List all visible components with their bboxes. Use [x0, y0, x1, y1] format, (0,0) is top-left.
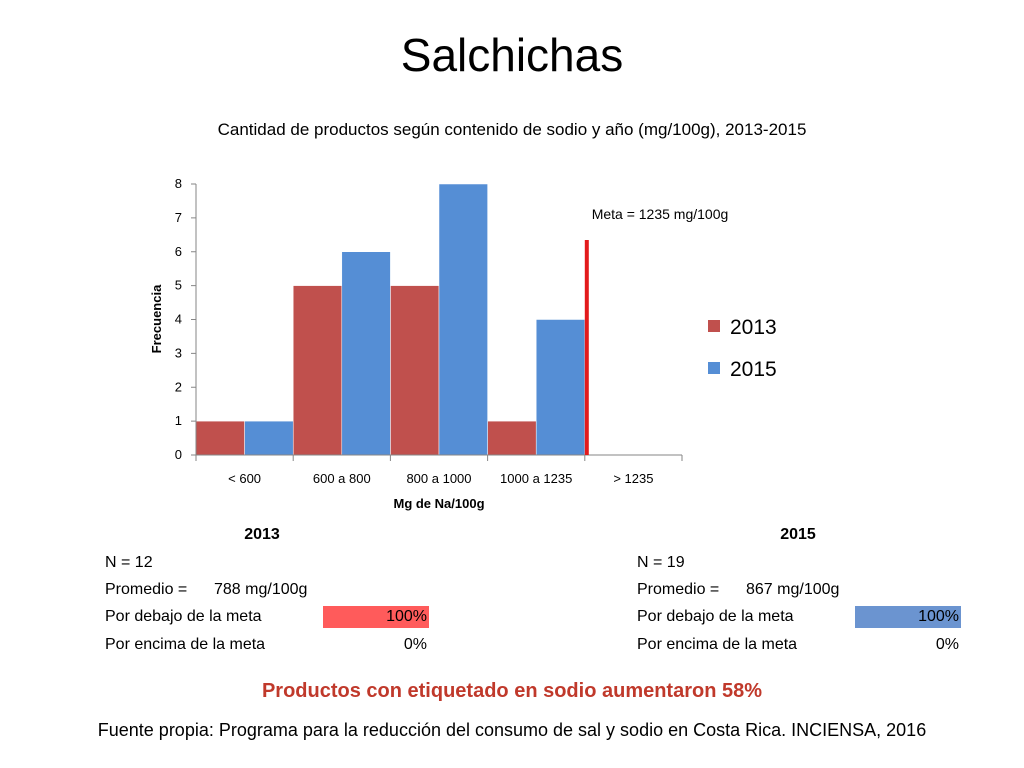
x-tick-label: > 1235 [613, 471, 653, 486]
table-above-value: 0% [403, 636, 427, 653]
bar-2013-2 [390, 285, 440, 456]
y-tick-label: 0 [175, 447, 182, 462]
headline: Productos con etiquetado en sodio aument… [261, 680, 763, 702]
y-tick-label: 3 [175, 345, 182, 360]
chart-title: Cantidad de productos según contenido de… [217, 120, 807, 139]
y-tick-label: 1 [175, 413, 182, 428]
table-promedio-value: 867 mg/100g [746, 581, 840, 598]
x-tick-label: 600 a 800 [313, 471, 371, 486]
source-note: Fuente propia: Programa para la reducció… [97, 720, 927, 740]
y-tick-label: 4 [175, 312, 182, 327]
table-promedio-label: Promedio = [105, 581, 188, 598]
bar-2015-0 [244, 420, 294, 456]
table-promedio-value: 788 mg/100g [214, 581, 308, 598]
x-tick-label: 800 a 1000 [406, 471, 471, 486]
table-below-label: Por debajo de la meta [105, 608, 262, 625]
table-above-label: Por encima de la meta [105, 636, 266, 653]
table-promedio-label: Promedio = [637, 581, 720, 598]
y-tick-label: 8 [175, 176, 182, 191]
bar-2013-0 [195, 420, 245, 456]
table-below-value: 100% [386, 608, 427, 625]
table-year: 2015 [780, 526, 816, 543]
y-axis-title: Frecuencia [149, 284, 164, 353]
legend-label-2013: 2013 [730, 316, 777, 339]
bar-2015-3 [535, 319, 586, 456]
table-n: N = 19 [637, 554, 685, 571]
legend-swatch-2015 [708, 362, 720, 374]
bar-2015-1 [341, 251, 391, 456]
x-axis-title: Mg de Na/100g [393, 496, 484, 511]
meta-annotation: Meta = 1235 mg/100g [592, 206, 729, 222]
table-n: N = 12 [105, 554, 153, 571]
x-tick-label: 1000 a 1235 [500, 471, 572, 486]
below-meta-bar [323, 606, 429, 628]
below-meta-bar [855, 606, 961, 628]
y-tick-label: 7 [175, 210, 182, 225]
y-tick-label: 5 [175, 278, 182, 293]
table-above-label: Por encima de la meta [637, 636, 798, 653]
y-tick-label: 2 [175, 379, 182, 394]
slide-title: Salchichas [400, 29, 624, 81]
legend-swatch-2013 [708, 320, 720, 332]
y-tick-label: 6 [175, 244, 182, 259]
table-year: 2013 [244, 526, 280, 543]
bar-2015-2 [438, 183, 488, 456]
x-tick-label: < 600 [228, 471, 261, 486]
bar-2013-3 [487, 420, 537, 456]
bar-2013-1 [292, 285, 343, 456]
table-below-value: 100% [918, 608, 959, 625]
table-below-label: Por debajo de la meta [637, 608, 794, 625]
legend-label-2015: 2015 [730, 358, 777, 381]
table-above-value: 0% [935, 636, 959, 653]
